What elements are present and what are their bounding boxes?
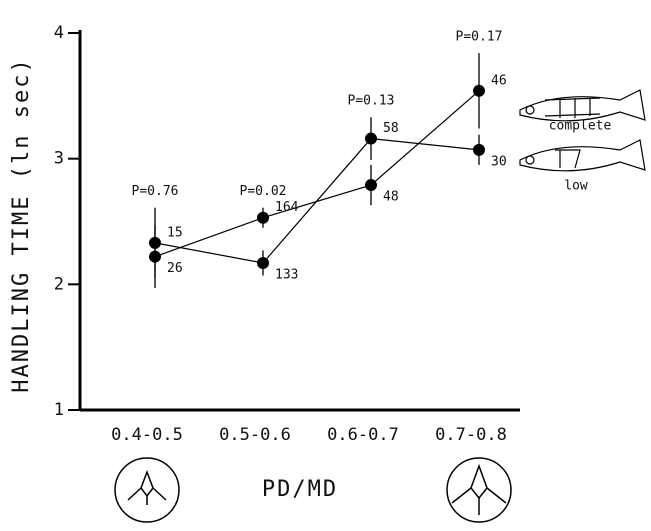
icon-right xyxy=(447,458,511,522)
chart: HANDLING TIME (ln sec) PD/MD complete lo… xyxy=(0,0,651,531)
p-annotation: P=0.17 xyxy=(456,30,503,45)
y-tick-label: 3 xyxy=(54,149,64,169)
n-label: 133 xyxy=(275,267,298,282)
point xyxy=(365,179,377,191)
n-label: 164 xyxy=(275,200,299,215)
legend-label: complete xyxy=(549,119,612,134)
fish-low xyxy=(520,140,645,171)
y-tick-label: 2 xyxy=(54,274,64,294)
n-label: 58 xyxy=(383,121,399,136)
n-label: 15 xyxy=(167,225,183,240)
x-tick-label: 0.6-0.7 xyxy=(327,425,399,445)
point xyxy=(257,212,269,224)
p-annotation: P=0.76 xyxy=(132,184,179,199)
x-axis-title: PD/MD xyxy=(262,477,338,502)
point xyxy=(473,85,485,97)
y-axis-title: HANDLING TIME (ln sec) xyxy=(9,57,34,392)
n-label: 26 xyxy=(167,261,183,276)
n-label: 48 xyxy=(383,190,399,205)
p-annotation: P=0.13 xyxy=(348,94,395,109)
p-annotation: P=0.02 xyxy=(240,184,287,199)
n-label: 46 xyxy=(491,73,507,88)
point xyxy=(257,257,269,269)
point xyxy=(149,251,161,263)
series-line xyxy=(155,139,479,263)
fish-complete xyxy=(520,90,645,121)
series-line xyxy=(155,91,479,257)
y-tick-label: 1 xyxy=(54,400,64,420)
x-tick-label: 0.7-0.8 xyxy=(435,425,507,445)
x-tick-label: 0.5-0.6 xyxy=(219,425,291,445)
y-tick-label: 4 xyxy=(54,23,64,43)
point xyxy=(365,133,377,145)
n-label: 30 xyxy=(491,154,507,169)
legend-label: low xyxy=(564,179,588,194)
x-tick-label: 0.4-0.5 xyxy=(111,425,183,445)
point xyxy=(473,144,485,156)
icon-left xyxy=(115,458,179,522)
